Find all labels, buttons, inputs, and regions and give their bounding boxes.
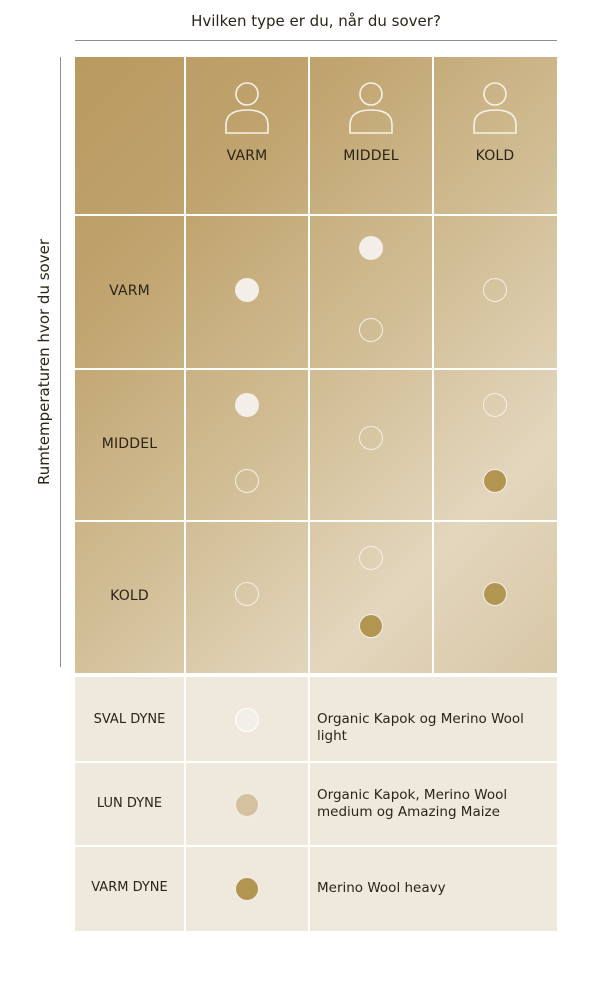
legend-label-sval: SVAL DYNE [93, 712, 166, 727]
side-divider [60, 57, 61, 667]
row-header-middel: MIDDEL [101, 436, 158, 452]
varm-dyne-dot [483, 469, 507, 493]
person-icon [349, 82, 393, 134]
person-icon [225, 82, 269, 134]
varm-dyne-dot [483, 582, 507, 606]
legend-text-varm: Merino Wool heavy [317, 880, 446, 896]
top-title: Hvilken type er du, når du sover? [191, 12, 441, 30]
grid-line [184, 677, 186, 931]
lun-dyne-dot [235, 469, 259, 493]
grid-line [75, 214, 557, 216]
grid-line [75, 520, 557, 522]
grid-line [75, 845, 557, 847]
varm-dyne-dot [359, 614, 383, 638]
lun-dyne-dot [235, 582, 259, 606]
sval-dyne-dot [235, 708, 259, 732]
legend: SVAL DYNE Organic Kapok og Merino Wool l… [75, 677, 557, 931]
person-icon [473, 82, 517, 134]
grid-line [75, 761, 557, 763]
side-title: Rumtemperaturen hvor du sover [35, 239, 53, 485]
row-header-kold: KOLD [110, 588, 149, 604]
sval-dyne-dot [235, 278, 259, 302]
sval-dyne-dot [359, 236, 383, 260]
top-divider [75, 40, 557, 41]
column-header-varm: VARM [226, 148, 268, 164]
legend-label-lun: LUN DYNE [96, 796, 163, 811]
legend-text-lun: Organic Kapok, Merino Wool medium og Ama… [317, 787, 508, 820]
grid-line [75, 368, 557, 370]
grid-line [308, 677, 310, 931]
legend-label-varm: VARM DYNE [91, 880, 168, 895]
sleep-type-matrix: VARM MIDDEL KOLD VARM MIDDEL KOLD [75, 57, 557, 673]
lun-dyne-dot [359, 426, 383, 450]
lun-dyne-dot [359, 546, 383, 570]
lun-dyne-dot [359, 318, 383, 342]
lun-dyne-dot [235, 793, 259, 817]
sval-dyne-dot [235, 393, 259, 417]
legend-text-sval: Organic Kapok og Merino Wool light [317, 711, 524, 744]
varm-dyne-dot [235, 877, 259, 901]
grid-line [184, 57, 186, 673]
column-header-middel: MIDDEL [343, 148, 399, 164]
lun-dyne-dot [483, 278, 507, 302]
column-header-kold: KOLD [475, 148, 515, 164]
lun-dyne-dot [483, 393, 507, 417]
grid-line [308, 57, 310, 673]
grid-line [432, 57, 434, 673]
row-header-varm: VARM [109, 283, 150, 299]
